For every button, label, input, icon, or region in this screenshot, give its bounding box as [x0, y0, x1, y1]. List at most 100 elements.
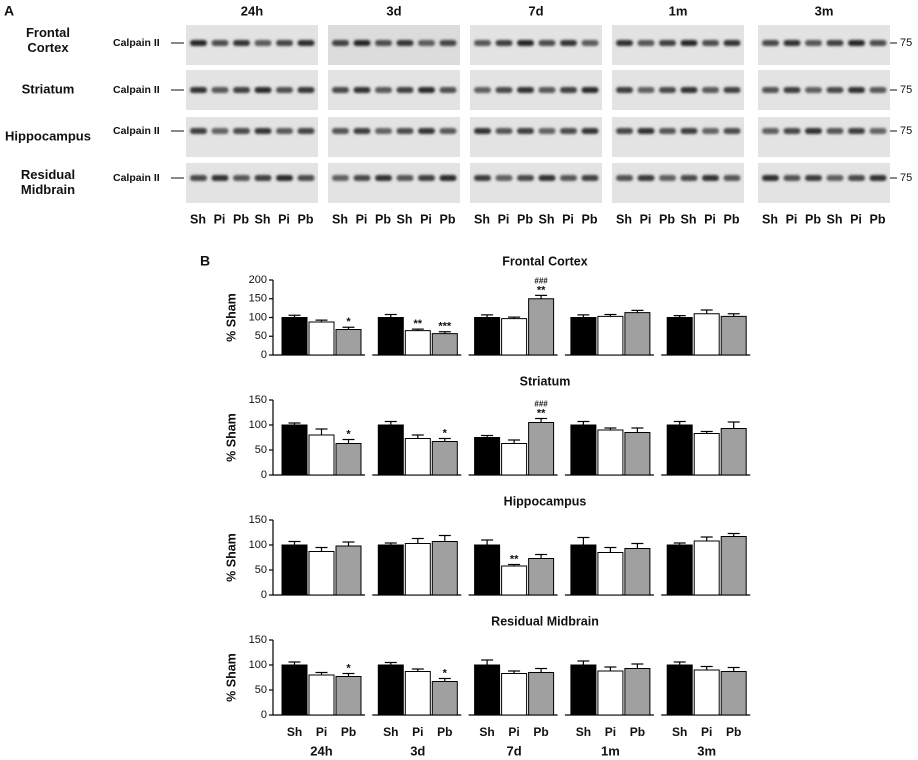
- bar: [281, 317, 308, 356]
- blot-band: [826, 128, 844, 134]
- x-tick-label: Sh: [672, 725, 687, 739]
- blot-band: [396, 128, 414, 134]
- y-axis-label: % Sham: [224, 653, 238, 702]
- lane-label: Sh: [332, 212, 348, 226]
- blot-background: [612, 25, 744, 65]
- blot-band: [439, 128, 457, 134]
- y-tick-label: 150: [249, 514, 267, 526]
- blot-background: [612, 70, 744, 110]
- y-tick-label: 100: [249, 311, 267, 323]
- blot-band: [869, 87, 887, 93]
- blot-band: [637, 128, 655, 134]
- blot-band: [190, 87, 207, 93]
- x-tick-label: Pb: [630, 725, 645, 739]
- blot-band: [353, 175, 371, 181]
- significance-mark: **: [414, 318, 423, 330]
- blot-band: [659, 87, 676, 93]
- bar: [528, 672, 555, 716]
- blot-band: [297, 175, 315, 181]
- marker-label: 75: [900, 84, 912, 96]
- blot-band: [616, 175, 633, 181]
- y-tick-label: 50: [255, 564, 267, 576]
- blot-band: [297, 40, 315, 46]
- significance-mark: ###: [534, 400, 548, 409]
- y-tick-label: 150: [249, 394, 267, 406]
- lane-label: Pi: [498, 212, 510, 226]
- blot-band: [848, 40, 865, 46]
- y-tick-label: 0: [261, 709, 267, 721]
- blot-band: [637, 175, 655, 181]
- blot-background: [612, 163, 744, 203]
- lane-label: Sh: [827, 212, 843, 226]
- y-tick-label: 150: [249, 634, 267, 646]
- blot-band: [848, 87, 865, 93]
- blot-band: [680, 87, 698, 93]
- blot-band: [495, 128, 513, 134]
- marker-label: 75: [900, 37, 912, 49]
- blot-band: [233, 40, 250, 46]
- blot-band: [233, 128, 250, 134]
- x-tick-label: Pi: [316, 725, 327, 739]
- blot-band: [418, 128, 435, 134]
- blot-band: [190, 175, 207, 181]
- bar: [335, 329, 362, 356]
- blot-band: [581, 40, 599, 46]
- bar: [431, 541, 458, 596]
- lane-label: Pb: [233, 212, 249, 226]
- bar: [377, 317, 404, 356]
- bar: [431, 441, 458, 476]
- bar: [404, 671, 431, 716]
- significance-mark: ***: [438, 321, 452, 333]
- bar: [335, 676, 362, 716]
- bar: [404, 330, 431, 356]
- blot-band: [353, 87, 371, 93]
- blot-background: [328, 25, 460, 65]
- lane-label: Pi: [704, 212, 716, 226]
- significance-mark: *: [346, 428, 351, 440]
- bar: [693, 669, 720, 716]
- bar: [624, 432, 651, 476]
- bar: [308, 674, 335, 716]
- marker-label: 75: [900, 172, 912, 184]
- lane-label: Pi: [214, 212, 226, 226]
- blot-band: [276, 175, 293, 181]
- significance-mark: *: [443, 667, 448, 679]
- bar: [431, 333, 458, 356]
- row-label: Midbrain: [21, 182, 75, 197]
- blot-band: [495, 40, 513, 46]
- blot-background: [758, 163, 890, 203]
- lane-label: Pb: [298, 212, 314, 226]
- protein-label: Calpain II: [113, 84, 160, 96]
- bar: [570, 544, 597, 596]
- lane-label: Pi: [850, 212, 862, 226]
- blot-band: [254, 40, 272, 46]
- protein-label: Calpain II: [113, 125, 160, 137]
- blot-band: [517, 87, 534, 93]
- blot-band: [233, 87, 250, 93]
- bar: [474, 437, 501, 476]
- bar: [720, 536, 747, 596]
- blot-band: [538, 128, 556, 134]
- blot-band: [826, 40, 844, 46]
- blot-band: [439, 87, 457, 93]
- y-tick-label: 50: [255, 684, 267, 696]
- blot-band: [254, 87, 272, 93]
- blot-band: [297, 128, 315, 134]
- row-label: Residual: [21, 167, 75, 182]
- x-tick-label: Pi: [701, 725, 712, 739]
- blot-band: [353, 40, 371, 46]
- bar: [308, 434, 335, 476]
- bar: [570, 424, 597, 476]
- blot-band: [616, 87, 633, 93]
- y-tick-label: 150: [249, 293, 267, 305]
- blot-band: [517, 175, 534, 181]
- bar: [501, 318, 528, 356]
- blot-band: [190, 40, 207, 46]
- blot-band: [805, 128, 822, 134]
- x-tick-label: Pi: [412, 725, 423, 739]
- y-tick-label: 100: [249, 659, 267, 671]
- blot-band: [474, 87, 491, 93]
- bar: [377, 424, 404, 476]
- x-tick-label: Sh: [576, 725, 591, 739]
- blot-band: [560, 128, 577, 134]
